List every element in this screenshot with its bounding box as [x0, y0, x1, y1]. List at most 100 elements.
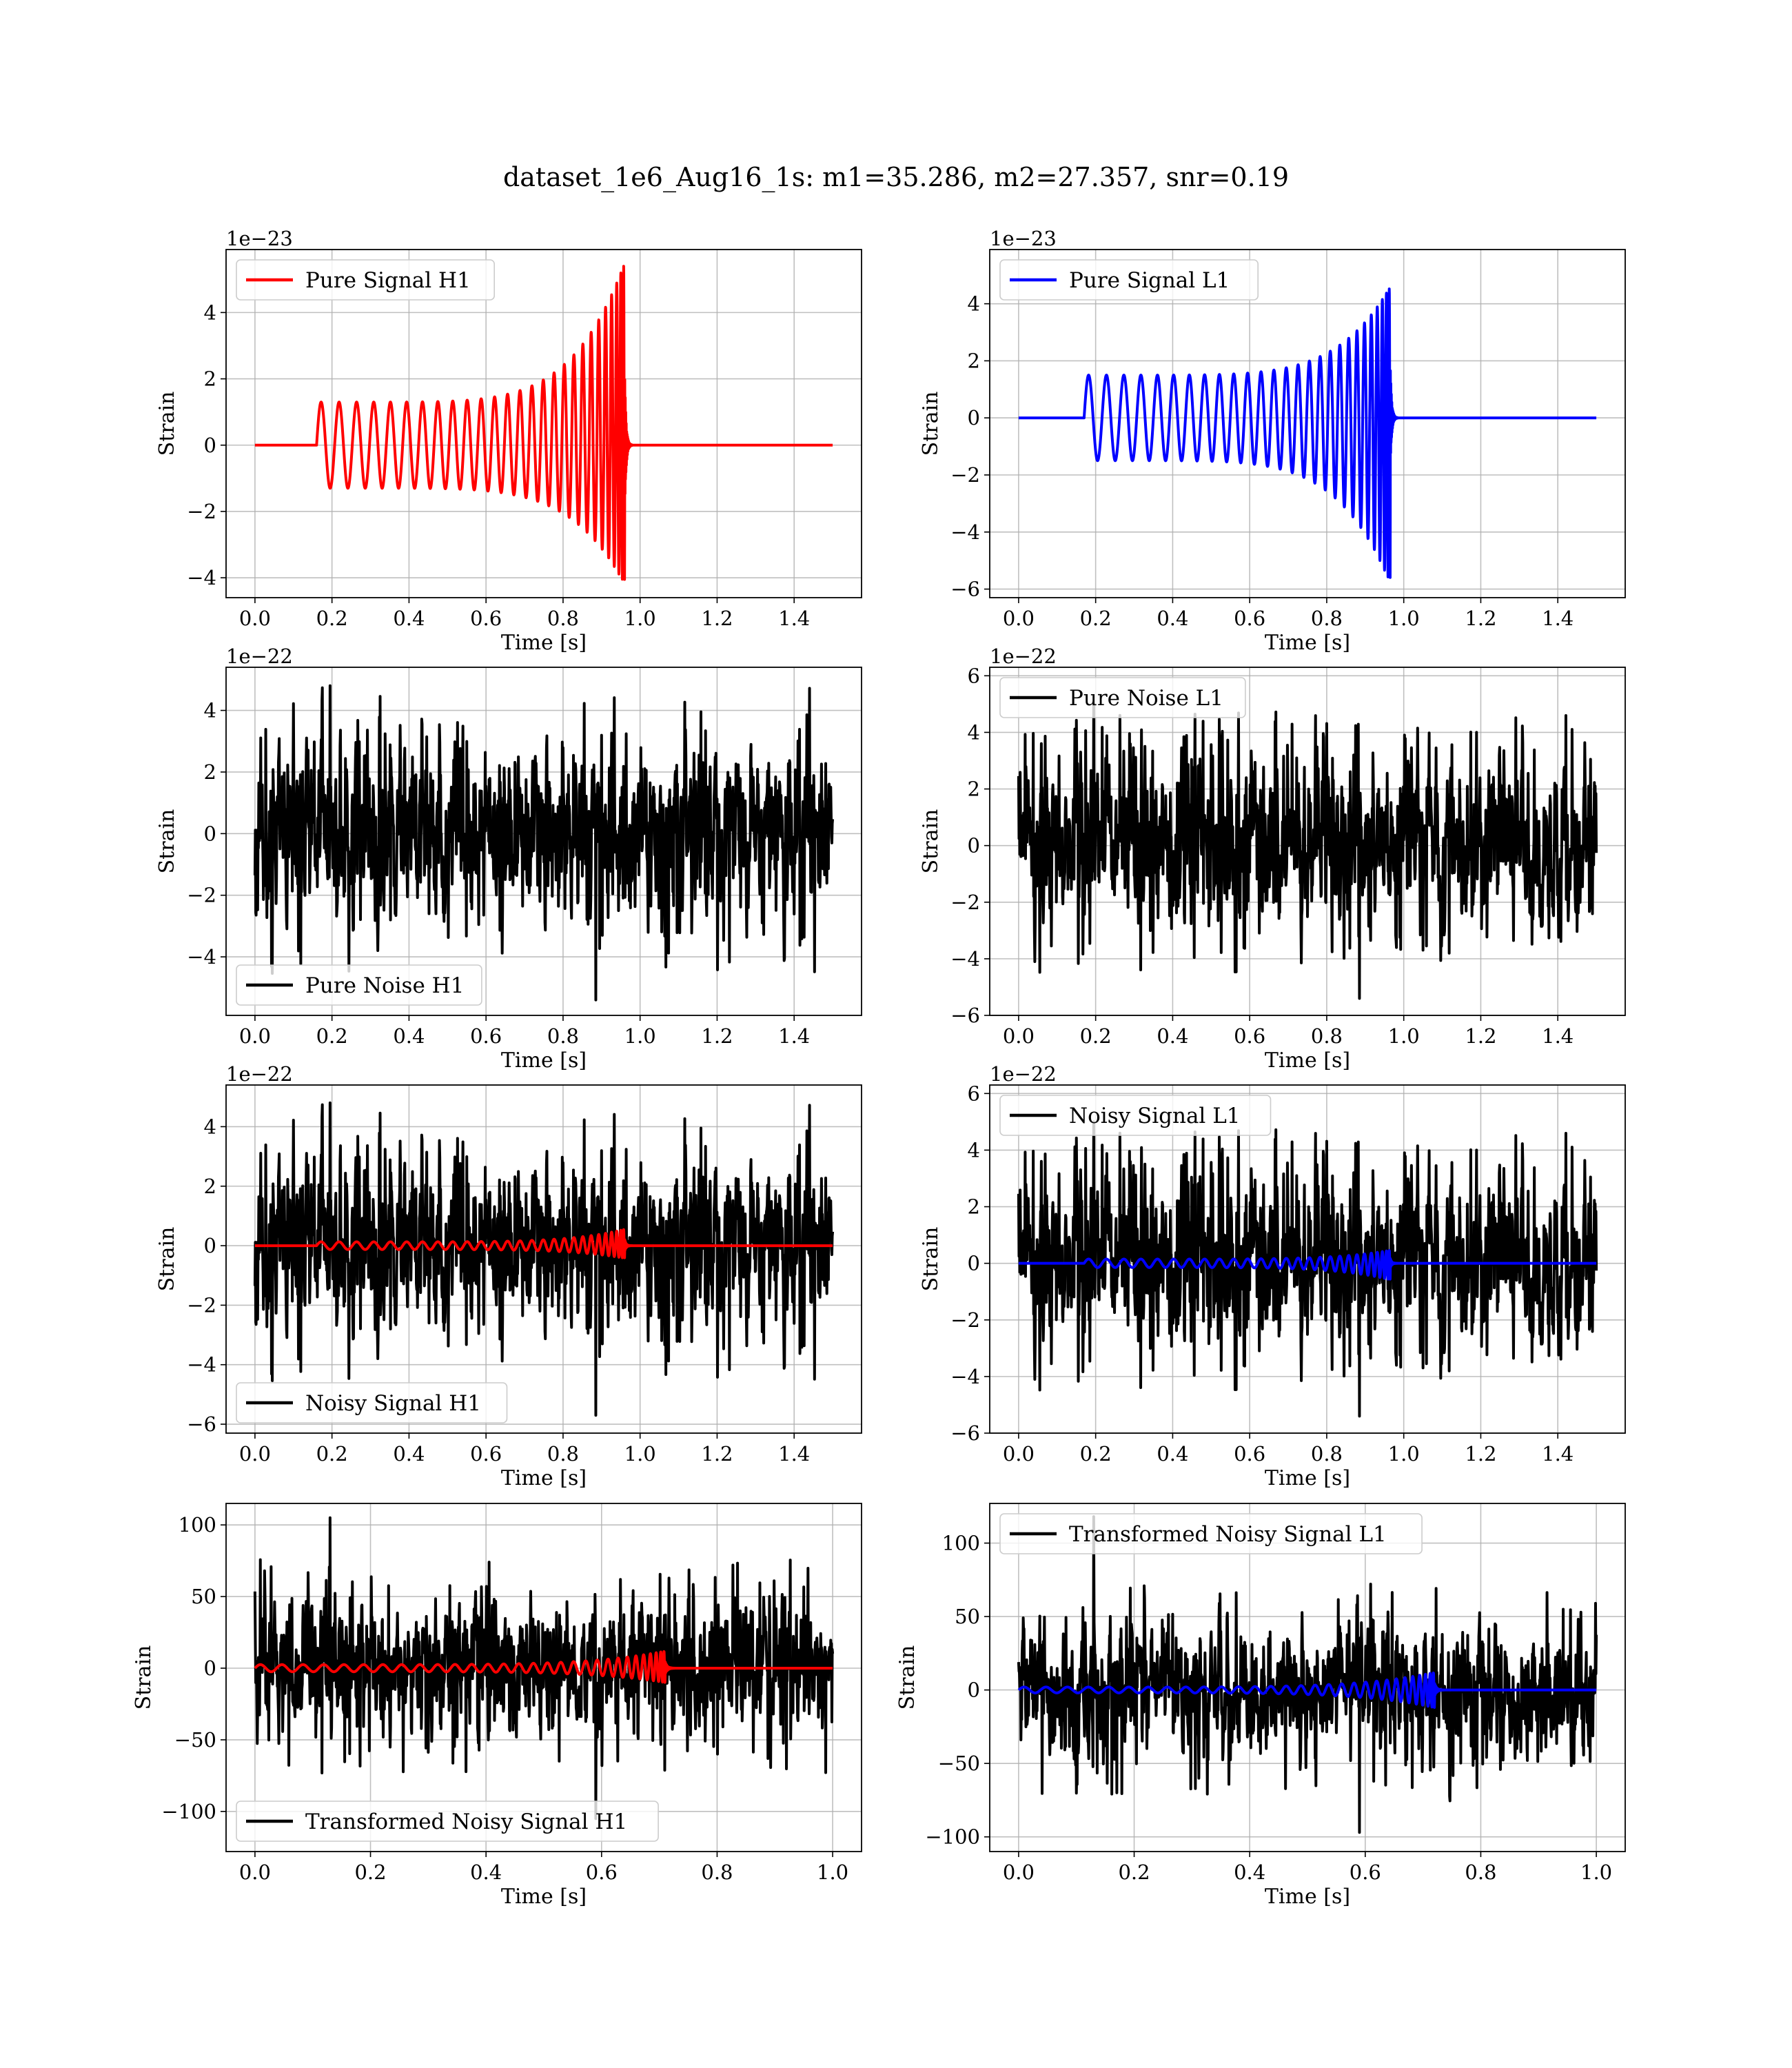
legend-label: Pure Noise H1 [305, 973, 464, 998]
y-axis-label: Strain [919, 1227, 943, 1292]
y-tick-label: 2 [204, 760, 216, 784]
y-tick-label: 0 [204, 1656, 216, 1680]
x-tick-label: 0.2 [354, 1861, 386, 1884]
y-tick-label: −2 [187, 500, 216, 523]
y-axis-label: Strain [132, 1645, 156, 1710]
x-tick-label: 1.0 [1580, 1861, 1612, 1884]
y-tick-label: 0 [968, 834, 980, 858]
legend: Noisy Signal H1 [236, 1383, 507, 1423]
y-tick-label: −4 [950, 947, 980, 971]
x-tick-label: 0.6 [1234, 1442, 1265, 1466]
legend: Pure Noise L1 [1000, 678, 1245, 718]
x-tick-label: 1.0 [624, 1024, 656, 1048]
x-tick-label: 0.8 [1311, 1024, 1343, 1048]
y-axis-label: Strain [155, 392, 179, 456]
x-tick-label: 0.6 [470, 1024, 502, 1048]
x-tick-label: 0.2 [1080, 607, 1112, 630]
axis-offset-label: 1e−22 [226, 1062, 293, 1086]
x-tick-label: 0.0 [239, 1861, 271, 1884]
y-tick-label: 0 [204, 1234, 216, 1257]
legend-label: Pure Noise L1 [1069, 686, 1223, 711]
y-tick-label: −6 [187, 1412, 216, 1436]
y-tick-label: 0 [968, 1679, 980, 1702]
x-tick-label: 1.2 [1465, 607, 1496, 630]
y-tick-label: −6 [950, 1004, 980, 1027]
x-tick-label: 0.6 [470, 1442, 502, 1466]
y-tick-label: 4 [968, 292, 980, 316]
x-tick-label: 0.4 [1157, 1024, 1188, 1048]
x-tick-label: 0.2 [316, 607, 348, 630]
y-tick-label: −2 [950, 463, 980, 487]
x-axis-label: Time [s] [501, 1048, 587, 1073]
x-tick-label: 0.0 [1003, 1442, 1035, 1466]
x-tick-label: 1.2 [701, 1024, 733, 1048]
x-tick-label: 1.4 [778, 1024, 810, 1048]
y-tick-label: 2 [204, 367, 216, 391]
legend: Pure Noise H1 [236, 965, 482, 1005]
x-tick-label: 0.8 [547, 607, 579, 630]
x-axis-label: Time [s] [501, 1466, 587, 1490]
x-tick-label: 0.8 [547, 1024, 579, 1048]
x-tick-label: 1.2 [701, 1442, 733, 1466]
x-axis-label: Time [s] [1265, 1885, 1350, 1909]
y-tick-label: −6 [950, 1421, 980, 1445]
x-tick-label: 0.2 [1080, 1024, 1112, 1048]
x-tick-label: 1.2 [1465, 1442, 1496, 1466]
y-axis-label: Strain [919, 809, 943, 874]
y-tick-label: −2 [187, 884, 216, 907]
y-tick-label: −100 [925, 1825, 980, 1849]
y-tick-label: 100 [942, 1532, 980, 1555]
y-tick-label: −2 [187, 1293, 216, 1317]
figure: dataset_1e6_Aug16_1s: m1=35.286, m2=27.3… [0, 0, 1792, 2068]
x-tick-label: 0.4 [1157, 1442, 1188, 1466]
y-tick-label: 4 [968, 1138, 980, 1162]
y-tick-label: 2 [968, 778, 980, 801]
x-tick-label: 0.0 [1003, 607, 1035, 630]
y-tick-label: 0 [204, 434, 216, 457]
y-tick-label: −2 [950, 891, 980, 914]
axis-offset-label: 1e−23 [226, 227, 293, 250]
legend-label: Noisy Signal H1 [305, 1391, 481, 1416]
x-tick-label: 0.8 [701, 1861, 733, 1884]
legend-label: Pure Signal H1 [305, 268, 471, 293]
x-tick-label: 0.2 [1080, 1442, 1112, 1466]
x-tick-label: 0.4 [393, 607, 425, 630]
x-tick-label: 1.2 [701, 607, 733, 630]
x-tick-label: 1.2 [1465, 1024, 1496, 1048]
x-tick-label: 1.0 [624, 1442, 656, 1466]
axis-offset-label: 1e−22 [990, 1062, 1057, 1086]
x-tick-label: 0.4 [1234, 1861, 1265, 1884]
legend-label: Pure Signal L1 [1069, 268, 1230, 293]
x-tick-label: 1.0 [1388, 607, 1420, 630]
x-tick-label: 1.4 [1542, 1442, 1574, 1466]
x-tick-label: 0.6 [470, 607, 502, 630]
legend: Pure Signal H1 [236, 260, 494, 300]
y-axis-label: Strain [919, 392, 943, 456]
y-axis-label: Strain [895, 1645, 919, 1710]
y-tick-label: −4 [950, 1365, 980, 1388]
y-tick-label: 4 [204, 699, 216, 722]
y-tick-label: −4 [950, 520, 980, 544]
x-axis-label: Time [s] [501, 631, 587, 655]
y-tick-label: −50 [938, 1752, 980, 1775]
figure-title: dataset_1e6_Aug16_1s: m1=35.286, m2=27.3… [503, 162, 1289, 193]
x-tick-label: 1.4 [1542, 607, 1574, 630]
y-tick-label: 4 [204, 1115, 216, 1138]
y-tick-label: −4 [187, 945, 216, 969]
x-tick-label: 0.0 [1003, 1861, 1035, 1884]
legend: Noisy Signal L1 [1000, 1095, 1271, 1135]
y-tick-label: 4 [968, 720, 980, 744]
x-tick-label: 0.0 [239, 1024, 271, 1048]
y-tick-label: 6 [968, 664, 980, 687]
legend: Transformed Noisy Signal L1 [1000, 1514, 1422, 1554]
x-tick-label: 1.4 [778, 1442, 810, 1466]
x-tick-label: 0.8 [547, 1442, 579, 1466]
x-tick-label: 1.4 [1542, 1024, 1574, 1048]
x-tick-label: 1.0 [1388, 1442, 1420, 1466]
axis-offset-label: 1e−22 [990, 645, 1057, 668]
x-tick-label: 0.6 [1234, 1024, 1265, 1048]
x-tick-label: 0.2 [1118, 1861, 1150, 1884]
x-tick-label: 1.0 [817, 1861, 848, 1884]
x-tick-label: 0.4 [1157, 607, 1188, 630]
x-tick-label: 0.8 [1311, 607, 1343, 630]
